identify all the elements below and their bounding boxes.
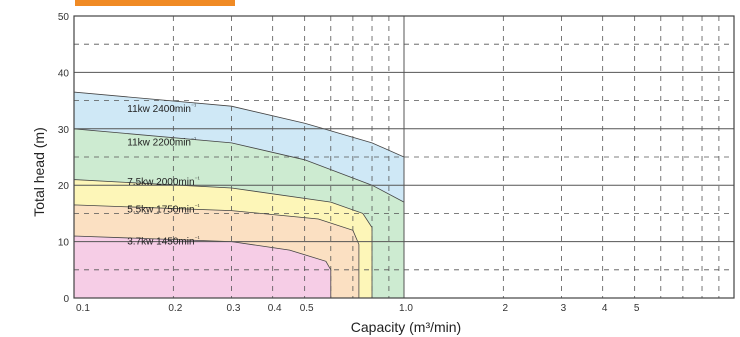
x-tick-label: 0.2 [168, 303, 182, 314]
band-label-3: 5.5kw 1750min⁻¹ [127, 204, 199, 215]
band-4 [73, 235, 332, 299]
x-tick-label: 5 [634, 303, 640, 314]
axes [73, 15, 735, 299]
y-tick-label: 10 [58, 238, 70, 249]
band-label-2: 7.5kw 2000min⁻¹ [127, 177, 199, 188]
y-tick-label: 0 [63, 294, 69, 305]
band-label-1: 11kw 2200min⁻¹ [127, 138, 196, 149]
coverage-bands [73, 91, 405, 299]
y-axis-title: Total head (m) [31, 127, 47, 216]
x-axis-title: Capacity (m³/min) [351, 319, 461, 335]
band-labels: 11kw 2400min⁻¹ 11kw 2200min⁻¹ 7.5kw 2000mi… [127, 104, 199, 248]
x-tick-labels: 0.1 0.2 0.3 0.4 0.5 1.0 2 3 4 5 [76, 303, 640, 314]
band-label-4: 3.7kw 1450min⁻¹ [127, 236, 199, 247]
x-tick-label: 1.0 [399, 303, 413, 314]
x-tick-label: 0.1 [76, 303, 90, 314]
x-tick-label: 4 [602, 303, 608, 314]
y-tick-label: 40 [58, 68, 70, 79]
header-tab-bar [75, 0, 235, 6]
y-tick-label: 30 [58, 125, 70, 136]
x-tick-label: 0.5 [300, 303, 314, 314]
plot-frame [73, 15, 735, 299]
x-tick-label: 0.3 [226, 303, 240, 314]
y-tick-labels: 0 10 20 30 40 50 [58, 12, 70, 305]
x-tick-label: 2 [503, 303, 509, 314]
y-tick-label: 20 [58, 181, 70, 192]
x-tick-label: 3 [561, 303, 567, 314]
x-tick-label: 0.4 [268, 303, 282, 314]
y-tick-label: 50 [58, 12, 70, 23]
band-label-0: 11kw 2400min⁻¹ [127, 104, 196, 115]
